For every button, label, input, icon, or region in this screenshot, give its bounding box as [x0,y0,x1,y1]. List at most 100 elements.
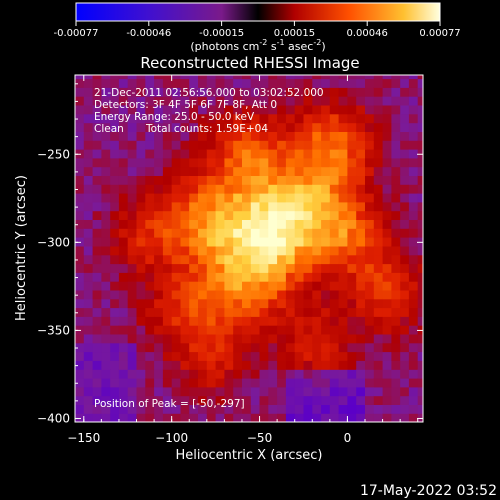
heatmap-cell [321,298,331,309]
heatmap-cell [110,175,120,185]
heatmap-cell [312,184,322,194]
heatmap-cell [189,219,199,229]
heatmap-cell [312,113,322,124]
heatmap-cell [391,351,401,361]
heatmap-cell [338,193,348,203]
heatmap-cell [259,272,269,282]
heatmap-cell [382,131,392,141]
heatmap-cell [206,75,217,80]
heatmap-cell [268,149,278,159]
heatmap-cell [206,333,217,344]
heatmap-cell [145,404,155,414]
heatmap-cell [83,316,94,326]
heatmap-cell [162,307,173,317]
heatmap-cell [382,263,392,273]
heatmap-cell [101,369,111,379]
heatmap-cell [250,113,261,124]
heatmap-cell [408,325,419,335]
heatmap-cell [400,351,410,361]
heatmap-cell [408,272,419,282]
x-axis: −150 −100 −50 0 [67,75,419,445]
heatmap-cell [118,413,129,422]
heatmap-cell [338,281,348,291]
heatmap-cell [391,75,401,80]
heatmap-cell [259,245,269,256]
heatmap-cell [294,386,305,397]
heatmap-cell [400,104,410,115]
heatmap-cell [365,166,375,176]
heatmap-cell [268,272,278,282]
heatmap-cell [285,104,296,115]
heatmap-cell [356,131,366,141]
heatmap-cell [215,351,225,361]
heatmap-cell [206,325,217,335]
heatmap-cell [215,166,225,176]
heatmap-cell [136,166,146,176]
heatmap-cell [321,175,331,185]
heatmap-cell [215,140,225,150]
heatmap-cell [329,272,340,282]
heatmap-cell [277,333,287,344]
heatmap-cell [198,289,208,300]
heatmap-cell [294,378,305,388]
heatmap-cell [417,149,423,159]
heatmap-cell [400,386,410,397]
heatmap-cell [259,113,269,124]
heatmap-cell [329,201,340,212]
heatmap-cell [329,210,340,220]
heatmap-cell [224,263,234,273]
heatmap-cell [338,122,348,132]
heatmap-cell [391,122,401,132]
heatmap-cell [329,281,340,291]
heatmap-cell [259,378,269,388]
heatmap-cell [250,193,261,203]
heatmap-cell [180,157,190,168]
heatmap-cell [312,404,322,414]
heatmap-cell [391,149,401,159]
heatmap-cell [356,316,366,326]
heatmap-cell [303,184,313,194]
heatmap-cell [382,237,392,247]
heatmap-cell [224,140,234,150]
heatmap-cell [145,87,155,97]
heatmap-cell [391,342,401,353]
heatmap-cell [224,149,234,159]
heatmap-cell [136,369,146,379]
heatmap-cell [329,157,340,168]
heatmap-cell [242,289,252,300]
heatmap-cell [365,351,375,361]
heatmap-cell [250,157,261,168]
heatmap-cell [242,307,252,317]
heatmap-cell [347,404,357,414]
heatmap-cell [250,369,261,379]
heatmap-cell [347,289,357,300]
heatmap-cell [365,75,375,80]
heatmap-cell [242,395,252,405]
heatmap-cell [101,201,111,212]
heatmap-cell [198,281,208,291]
heatmap-cell [215,219,225,229]
heatmap-cell [250,289,261,300]
heatmap-cell [294,325,305,335]
heatmap-cell [92,307,102,317]
colorbar-gradient [75,2,441,22]
heatmap-cell [259,175,269,185]
heatmap-cell [233,78,243,88]
heatmap-cell [215,404,225,414]
heatmap-cell [75,316,85,326]
heatmap-cell [242,131,252,141]
heatmap-cell [303,360,313,370]
heatmap-cell [268,369,278,379]
heatmap-cell [321,369,331,379]
heatmap-cell [242,237,252,247]
heatmap-cell [110,210,120,220]
heatmap-cell [259,131,269,141]
heatmap-cell [356,237,366,247]
heatmap-cell [101,149,111,159]
heatmap-cell [277,87,287,97]
heatmap-cell [400,281,410,291]
heatmap-cell [285,360,296,370]
heatmap-cell [189,166,199,176]
heatmap-cell [373,351,384,361]
heatmap-cell [215,289,225,300]
